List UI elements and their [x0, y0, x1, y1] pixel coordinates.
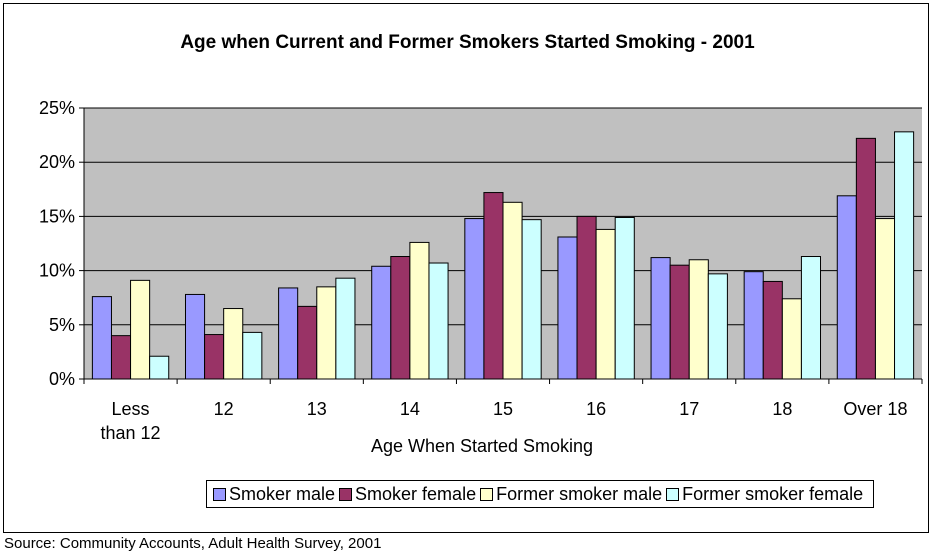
legend-item: Former smoker male	[480, 484, 662, 505]
bar	[855, 137, 876, 380]
bar	[464, 218, 485, 380]
bar	[557, 236, 578, 380]
bar	[743, 271, 764, 380]
legend-item: Smoker male	[213, 484, 335, 505]
y-tick-label: 0%	[49, 369, 75, 389]
bar	[669, 264, 690, 380]
bar	[428, 262, 449, 380]
bar	[409, 241, 430, 380]
bar	[595, 228, 616, 380]
y-tick-label: 5%	[49, 315, 75, 335]
x-axis-title: Age When Started Smoking	[370, 436, 594, 456]
bar	[762, 280, 783, 380]
x-tick-label: than 12	[101, 423, 161, 443]
x-tick-label: 12	[214, 399, 234, 419]
source-note: Source: Community Accounts, Adult Health…	[4, 535, 382, 552]
bar	[874, 218, 896, 380]
bar	[204, 334, 225, 380]
bar	[707, 273, 728, 380]
bar	[278, 287, 299, 380]
x-tick-label: 18	[772, 399, 792, 419]
legend-swatch	[480, 487, 494, 501]
legend-item: Smoker female	[339, 484, 476, 505]
bar	[521, 219, 542, 380]
x-tick-label: 14	[400, 399, 420, 419]
legend-swatch	[666, 487, 680, 501]
bar	[894, 131, 915, 380]
bar	[800, 256, 822, 380]
bar	[502, 201, 523, 380]
legend-swatch	[339, 487, 353, 501]
bar	[149, 355, 170, 380]
x-tick-label: 17	[679, 399, 699, 419]
bar	[130, 279, 151, 380]
bar	[316, 286, 337, 380]
bar	[91, 296, 112, 380]
x-tick-label: Less	[112, 399, 150, 419]
x-tick-label: Over 18	[843, 399, 907, 419]
legend: Smoker male Smoker female Former smoker ma…	[206, 480, 875, 508]
y-tick-label: 15%	[39, 206, 75, 226]
bar	[688, 259, 709, 380]
legend-label: Smoker male	[229, 483, 336, 504]
bar	[390, 256, 411, 380]
chart-title: Age when Current and Former Smokers Star…	[180, 32, 755, 53]
bar	[781, 298, 802, 380]
legend-label: Smoker female	[355, 483, 477, 504]
legend-label: Former smoker male	[496, 483, 663, 504]
y-tick-label: 10%	[39, 261, 75, 281]
y-tick-label: 25%	[39, 98, 75, 118]
legend-item: Former smoker female	[666, 484, 863, 505]
x-tick-label: 16	[586, 399, 606, 419]
bar	[297, 305, 318, 380]
bar	[576, 215, 597, 380]
y-tick-label: 20%	[39, 152, 75, 172]
bar	[614, 216, 635, 380]
bar	[110, 335, 132, 380]
bar	[184, 293, 206, 380]
bar	[371, 265, 392, 380]
x-tick-label: 13	[307, 399, 327, 419]
legend-label: Former smoker female	[682, 483, 864, 504]
bar	[223, 308, 244, 380]
x-tick-label: 15	[493, 399, 513, 419]
bar	[242, 331, 263, 380]
bar	[650, 257, 671, 380]
bar	[836, 195, 857, 380]
bar	[335, 277, 356, 380]
bar	[483, 192, 504, 380]
legend-swatch	[213, 487, 226, 501]
